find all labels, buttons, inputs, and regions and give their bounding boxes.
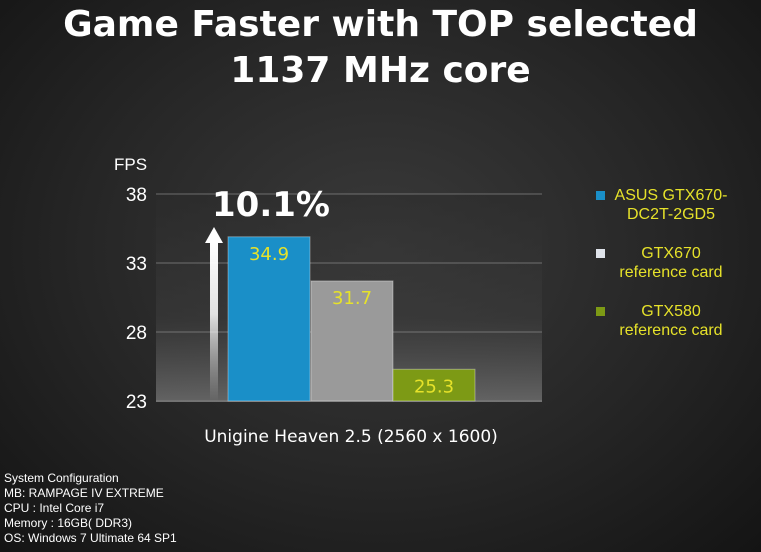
sysconf-mb: MB: RAMPAGE IV EXTREME	[4, 486, 164, 500]
title-line-2: 1137 MHz core	[230, 50, 531, 91]
sysconf-heading: System Configuration	[4, 471, 119, 485]
legend-label-asus: ASUS GTX670- DC2T-2GD5	[614, 187, 728, 223]
sysconf-os: OS: Windows 7 Ultimate 64 SP1	[4, 531, 177, 545]
sysconf-cpu: CPU : Intel Core i7	[4, 501, 105, 515]
bar-value-label: 34.9	[249, 244, 289, 265]
y-tick-label: 38	[126, 185, 147, 206]
system-configuration: System Configuration MB: RAMPAGE IV EXTR…	[4, 471, 177, 546]
bar-value-label: 25.3	[414, 376, 454, 397]
legend-label-gtx580: GTX580 reference card	[619, 303, 723, 339]
bar-value-label: 31.7	[332, 288, 372, 309]
title-line-1: Game Faster with TOP selected	[63, 4, 698, 45]
legend-label-gtx670: GTX670 reference card	[619, 245, 723, 281]
bar-0	[227, 236, 311, 402]
sysconf-memory: Memory : 16GB( DDR3)	[4, 516, 133, 530]
increase-annotation: 10.1%	[212, 185, 330, 225]
increase-arrow-icon	[205, 227, 223, 243]
bar-1	[310, 280, 394, 402]
bar-2	[392, 368, 476, 402]
page-title: Game Faster with TOP selected 1137 MHz c…	[0, 2, 761, 94]
legend-swatch-gtx670	[596, 249, 605, 258]
increase-arrow-shaft	[210, 242, 218, 402]
x-axis-label: Unigine Heaven 2.5 (2560 x 1600)	[204, 427, 498, 447]
legend-swatch-gtx580	[596, 307, 605, 316]
y-tick-label: 33	[126, 254, 147, 275]
y-tick-label: 23	[126, 392, 147, 413]
y-tick-label: 28	[126, 323, 147, 344]
legend-swatch-asus	[596, 191, 605, 200]
y-axis-label: FPS	[114, 155, 147, 174]
